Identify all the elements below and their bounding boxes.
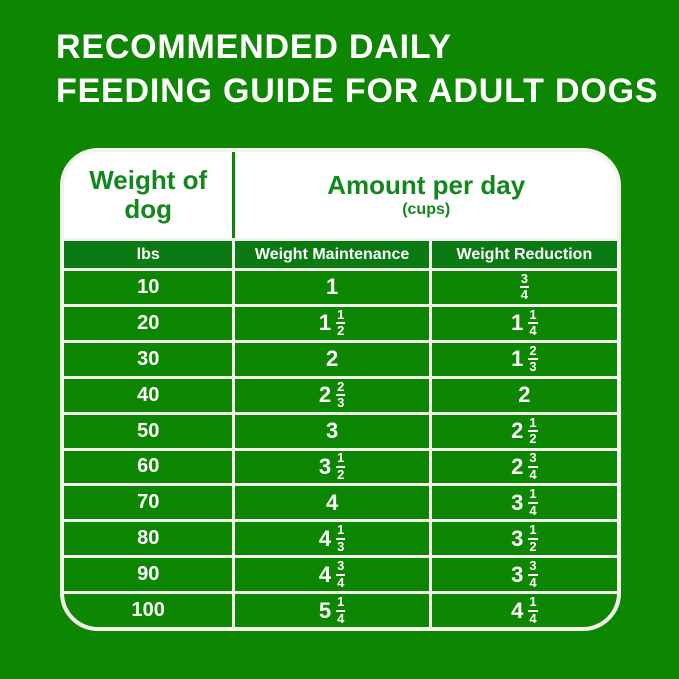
whole-number: 3 xyxy=(511,561,524,587)
whole-number: 3 xyxy=(511,525,524,551)
lbs-cell: 80 xyxy=(64,522,236,556)
table-row: 100 5 1 4 4 1 4 xyxy=(64,591,617,627)
whole-number: 2 xyxy=(325,346,339,372)
whole-number: 1 xyxy=(511,346,524,372)
maintenance-cell: 3 xyxy=(235,414,432,448)
lbs-cell: 30 xyxy=(64,342,236,376)
lbs-cell: 20 xyxy=(64,306,236,340)
subheader-lbs: lbs xyxy=(64,241,236,268)
page-title-line1: RECOMMENDED DAILY xyxy=(56,28,452,66)
whole-number: 4 xyxy=(318,525,332,551)
header-amount-title: Amount per day xyxy=(327,169,526,200)
whole-number: 3 xyxy=(318,453,332,479)
whole-number: 1 xyxy=(325,274,339,300)
whole-number: 3 xyxy=(511,489,524,515)
table-row: 20 1 1 2 1 1 4 xyxy=(64,303,617,340)
whole-number: 5 xyxy=(318,597,332,623)
table-subheader: lbs Weight Maintenance Weight Reduction xyxy=(64,238,617,268)
table-header: Weight of dog Amount per day (cups) xyxy=(64,152,617,238)
header-weight-of-dog: Weight of dog xyxy=(64,152,236,238)
whole-number: 4 xyxy=(511,597,524,623)
maintenance-cell: 4 xyxy=(235,486,432,520)
header-weight-text: Weight of dog xyxy=(89,164,208,224)
table-body: 10 1 3 4 20 1 1 2 1 1 4 30 2 1 2 3 40 2 2 3 2 50 3 2 1 2 60 3 1 2 2 3 4 7… xyxy=(64,268,617,627)
table-row: 80 4 1 3 3 1 2 xyxy=(64,519,617,556)
table-row: 30 2 1 2 3 xyxy=(64,339,617,376)
table-row: 50 3 2 1 2 xyxy=(64,411,617,448)
header-amount-per-day: Amount per day (cups) xyxy=(235,152,617,238)
table-row: 70 4 3 1 4 xyxy=(64,483,617,520)
table-row: 10 1 3 4 xyxy=(64,268,617,304)
subheader-weight-maintenance: Weight Maintenance xyxy=(235,241,432,268)
whole-number: 3 xyxy=(325,418,339,444)
maintenance-cell: 1 xyxy=(235,271,432,304)
whole-number: 2 xyxy=(511,453,524,479)
whole-number: 4 xyxy=(325,489,339,515)
subheader-weight-reduction: Weight Reduction xyxy=(456,245,593,263)
page-title: RECOMMENDED DAILY FEEDING GUIDE FOR ADUL… xyxy=(56,26,658,113)
maintenance-cell: 2 xyxy=(235,342,432,376)
lbs-cell: 40 xyxy=(64,378,236,412)
table-row: 40 2 2 3 2 xyxy=(64,375,617,412)
lbs-cell: 70 xyxy=(64,486,236,520)
reduction-cell: 2 xyxy=(432,379,617,412)
whole-number: 4 xyxy=(318,561,332,587)
whole-number: 1 xyxy=(318,310,332,336)
lbs-cell: 100 xyxy=(64,594,236,627)
lbs-cell: 90 xyxy=(64,558,236,592)
feeding-table: Weight of dog Amount per day (cups) lbs … xyxy=(60,148,621,631)
whole-number: 2 xyxy=(318,382,332,408)
page-title-line2: FEEDING GUIDE FOR ADULT DOGS xyxy=(56,71,659,110)
whole-number: 2 xyxy=(518,382,531,408)
lbs-cell: 60 xyxy=(64,450,236,484)
lbs-cell: 10 xyxy=(64,271,236,304)
table-row: 60 3 1 2 2 3 4 xyxy=(64,447,617,484)
header-amount-subtitle: (cups) xyxy=(402,201,451,219)
whole-number: 2 xyxy=(511,418,524,444)
whole-number: 1 xyxy=(511,310,524,336)
lbs-cell: 50 xyxy=(64,414,236,448)
header-weight-line1: Weight of xyxy=(89,164,208,195)
header-weight-line2: dog xyxy=(124,194,173,224)
table-row: 90 4 3 4 3 3 4 xyxy=(64,555,617,592)
